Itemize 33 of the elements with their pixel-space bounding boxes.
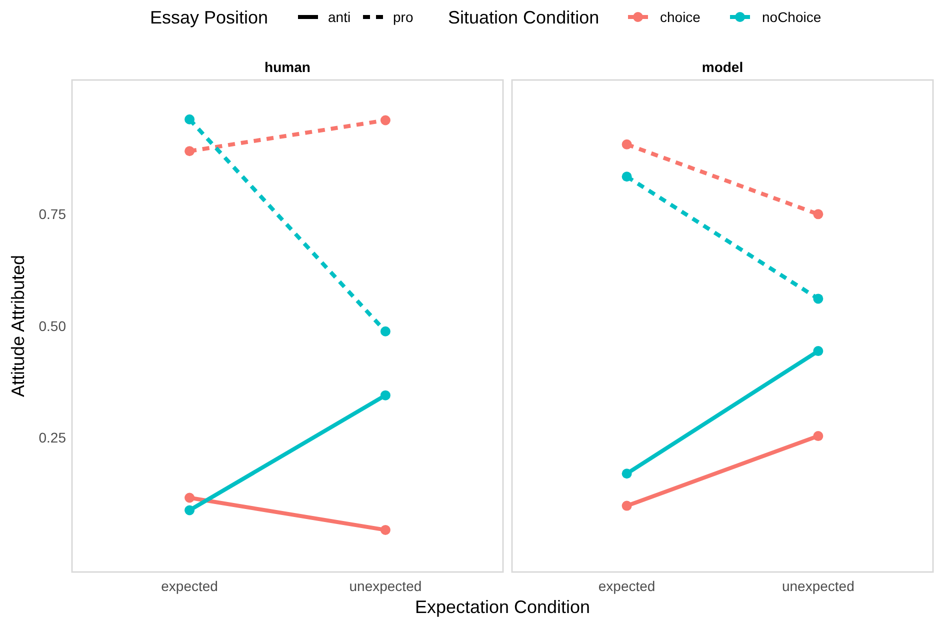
y-tick-label: 0.75 <box>38 206 66 222</box>
text: Essay Position <box>150 7 268 28</box>
text: pro <box>393 8 414 25</box>
point <box>813 346 824 356</box>
point <box>380 326 390 336</box>
chart-title: model <box>702 59 744 75</box>
point <box>380 115 390 126</box>
point <box>622 139 632 150</box>
point <box>184 492 195 503</box>
x-axis-title: Expectation Condition <box>414 597 590 617</box>
x-tick-label: expected <box>161 578 218 594</box>
point <box>813 209 824 220</box>
x-tick-label: unexpected <box>782 578 854 594</box>
legend-label: noChoice <box>762 8 822 25</box>
chart-title: human <box>264 59 310 75</box>
legend-title: Situation Condition <box>448 7 600 28</box>
point <box>184 505 195 516</box>
point <box>184 146 195 156</box>
x-tick-label: expected <box>598 578 656 594</box>
legend-label: choice <box>660 8 701 25</box>
y-axis-title: Attitude Attributed <box>8 254 28 398</box>
point <box>813 294 824 304</box>
point <box>380 390 390 400</box>
y-tick-label: 0.50 <box>38 318 66 334</box>
text: anti <box>328 8 351 25</box>
point <box>184 114 195 124</box>
point <box>380 524 390 535</box>
point <box>622 468 632 479</box>
point <box>813 431 824 442</box>
y-tick-label: 0.25 <box>38 430 66 446</box>
point <box>622 500 632 511</box>
x-tick-label: unexpected <box>349 578 422 594</box>
point <box>622 172 632 182</box>
